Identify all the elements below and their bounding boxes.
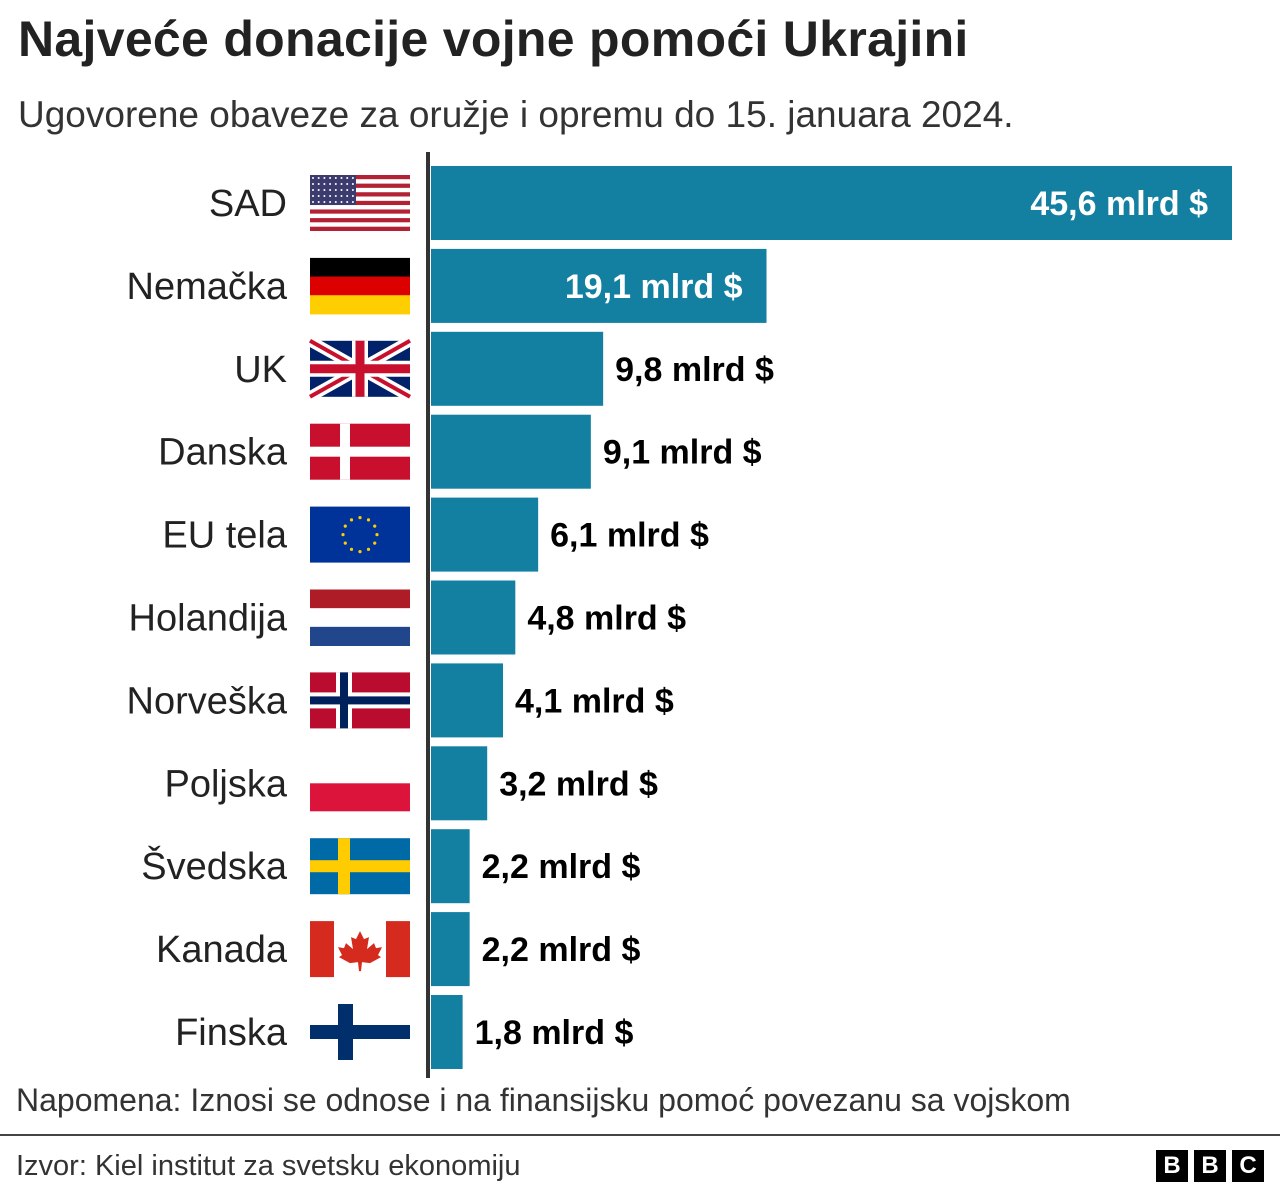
bar <box>431 166 1232 240</box>
bar <box>431 331 604 406</box>
bar-row: Holandija 4,8 mlrd $ <box>129 580 686 655</box>
category-label: SAD <box>209 183 287 225</box>
category-label: Finska <box>175 1012 288 1054</box>
bbc-logo-letter: C <box>1232 1150 1264 1182</box>
value-label: 1,8 mlrd $ <box>475 1014 634 1052</box>
value-label: 2,2 mlrd $ <box>482 931 641 969</box>
value-label: 19,1 mlrd $ <box>565 268 743 306</box>
bar-row: UK 9,8 mlrd $ <box>234 331 774 406</box>
bar <box>431 497 539 572</box>
category-label: Holandija <box>129 598 288 640</box>
divider <box>0 1134 1280 1136</box>
denmark-flag-icon <box>310 423 410 480</box>
uk-flag-icon <box>307 336 413 402</box>
bar <box>431 912 470 987</box>
value-label: 2,2 mlrd $ <box>482 848 641 886</box>
bar-row: SAD 45,6 mlrd $ <box>209 166 1232 240</box>
category-label: Švedska <box>141 844 288 888</box>
bar-row: Danska 9,1 mlrd $ <box>158 414 762 489</box>
bar <box>431 414 591 489</box>
bar-row: EU tela 6,1 mlrd $ <box>162 497 709 572</box>
bar-row: Nemačka 19,1 mlrd $ <box>127 248 767 323</box>
us-flag-icon <box>310 175 410 231</box>
y-axis-line <box>426 152 430 1078</box>
sweden-flag-icon <box>310 838 410 895</box>
value-label: 4,8 mlrd $ <box>527 600 686 638</box>
bar-row: Švedska 2,2 mlrd $ <box>141 829 641 904</box>
poland-flag-icon <box>310 755 410 812</box>
value-label: 3,2 mlrd $ <box>499 765 658 803</box>
finland-flag-icon <box>310 1004 410 1060</box>
value-label: 4,1 mlrd $ <box>515 682 674 720</box>
bar-row: Finska 1,8 mlrd $ <box>175 995 633 1069</box>
bbc-logo-letter: B <box>1194 1150 1226 1182</box>
bar-row: Kanada 2,2 mlrd $ <box>156 912 641 987</box>
source-text: Izvor: Kiel institut za svetsku ekonomij… <box>16 1150 521 1182</box>
chart-note: Napomena: Iznosi se odnose i na finansij… <box>16 1082 1071 1118</box>
bar <box>431 829 470 904</box>
bbc-logo-letter: B <box>1156 1150 1188 1182</box>
chart-title: Najveće donacije vojne pomoći Ukrajini <box>18 11 969 67</box>
bar <box>431 746 488 821</box>
value-label: 45,6 mlrd $ <box>1030 185 1208 223</box>
category-label: EU tela <box>162 515 287 557</box>
category-label: Norveška <box>127 680 288 722</box>
eu-flag-icon <box>310 506 410 563</box>
bbc-logo: B B C <box>1156 1150 1264 1182</box>
value-label: 9,8 mlrd $ <box>615 351 774 389</box>
germany-flag-icon <box>310 257 410 315</box>
value-label: 6,1 mlrd $ <box>550 517 709 555</box>
bar-row: Norveška 4,1 mlrd $ <box>127 663 674 738</box>
value-label: 9,1 mlrd $ <box>603 434 762 472</box>
bar <box>431 995 463 1069</box>
canada-flag-icon <box>310 921 410 978</box>
bar <box>431 580 516 655</box>
bar <box>431 248 767 323</box>
category-label: Poljska <box>165 763 288 805</box>
category-label: Nemačka <box>127 266 288 308</box>
norway-flag-icon <box>310 672 410 729</box>
category-label: UK <box>234 349 287 391</box>
bar <box>431 663 504 738</box>
chart-subtitle: Ugovorene obaveze za oružje i opremu do … <box>18 94 1014 135</box>
category-label: Kanada <box>156 929 288 971</box>
bar-row: Poljska 3,2 mlrd $ <box>165 746 658 821</box>
netherlands-flag-icon <box>310 589 410 646</box>
category-label: Danska <box>158 432 288 474</box>
